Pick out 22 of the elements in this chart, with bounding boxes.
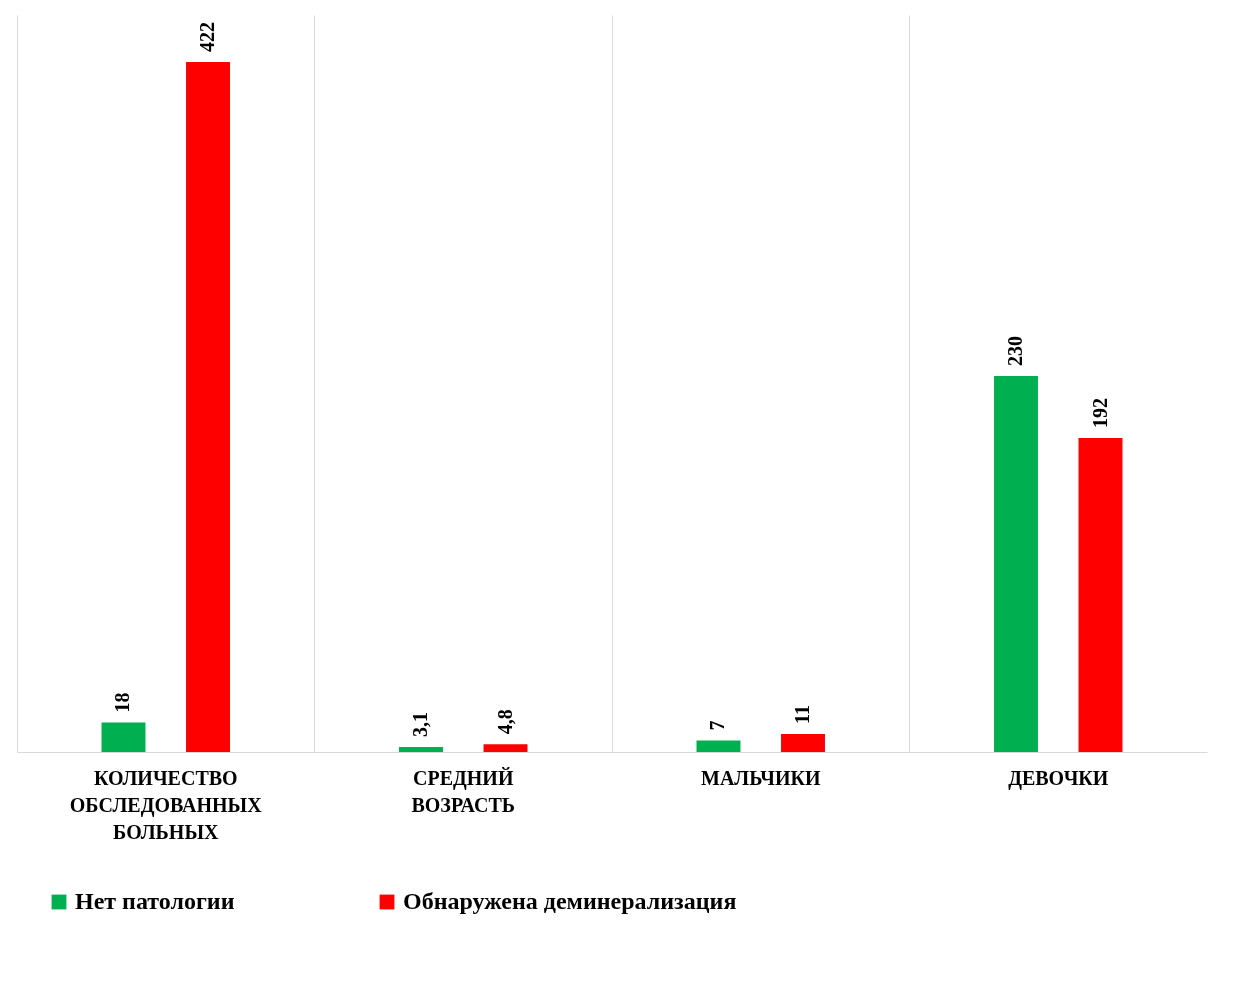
bar <box>781 734 825 752</box>
data-label: 192 <box>1088 398 1111 429</box>
bar <box>483 744 528 752</box>
legend-label: Обнаружена деминерализация <box>403 888 737 914</box>
data-label: 7 <box>706 720 729 731</box>
data-label: 230 <box>1003 335 1026 366</box>
data-label: 4,8 <box>493 709 516 735</box>
bar <box>994 375 1038 752</box>
data-label: 11 <box>791 705 814 725</box>
bar <box>399 746 443 752</box>
data-label: 422 <box>196 21 219 52</box>
bar <box>186 61 230 752</box>
x-tick-label: СРЕДНИЙ ВОЗРАСТЬ <box>411 766 516 816</box>
x-tick-label: ДЕВОЧКИ <box>1008 766 1109 790</box>
data-label: 18 <box>111 692 134 713</box>
x-tick-label: МАЛЬЧИКИ <box>700 766 821 789</box>
bar <box>1078 438 1123 752</box>
bar <box>696 740 741 752</box>
x-tick-label: КОЛИЧЕСТВО ОБСЛЕДОВАННЫХ БОЛЬНЫХ <box>69 766 263 843</box>
data-label: 3,1 <box>408 711 431 737</box>
bar <box>101 722 146 752</box>
legend-label: Нет патологии <box>75 888 235 914</box>
